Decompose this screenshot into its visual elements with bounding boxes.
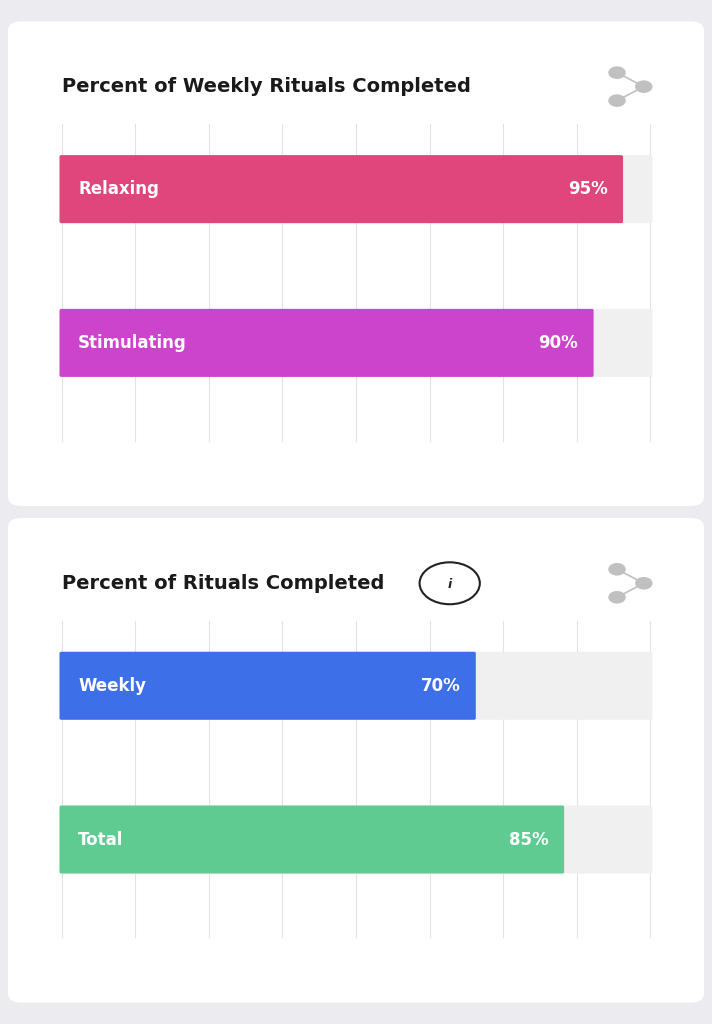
Text: Stimulating: Stimulating (78, 334, 187, 352)
FancyBboxPatch shape (60, 309, 652, 377)
Text: Weekly: Weekly (78, 677, 146, 694)
Circle shape (609, 67, 625, 78)
Circle shape (636, 81, 651, 92)
FancyBboxPatch shape (60, 651, 652, 720)
Circle shape (609, 95, 625, 106)
FancyBboxPatch shape (60, 155, 652, 223)
Text: Percent of Rituals Completed: Percent of Rituals Completed (61, 573, 384, 593)
FancyBboxPatch shape (60, 806, 652, 873)
Text: 90%: 90% (538, 334, 578, 352)
Circle shape (609, 563, 625, 574)
Text: 95%: 95% (568, 180, 607, 198)
FancyBboxPatch shape (8, 22, 704, 506)
Circle shape (636, 578, 651, 589)
FancyBboxPatch shape (60, 806, 564, 873)
Text: 70%: 70% (421, 677, 461, 694)
Text: 85%: 85% (509, 830, 549, 849)
Text: Percent of Weekly Rituals Completed: Percent of Weekly Rituals Completed (61, 77, 471, 96)
FancyBboxPatch shape (60, 651, 476, 720)
FancyBboxPatch shape (60, 155, 623, 223)
Text: i: i (448, 579, 452, 591)
Text: Relaxing: Relaxing (78, 180, 159, 198)
FancyBboxPatch shape (8, 518, 704, 1002)
Text: Total: Total (78, 830, 124, 849)
Circle shape (609, 592, 625, 603)
FancyBboxPatch shape (60, 309, 594, 377)
